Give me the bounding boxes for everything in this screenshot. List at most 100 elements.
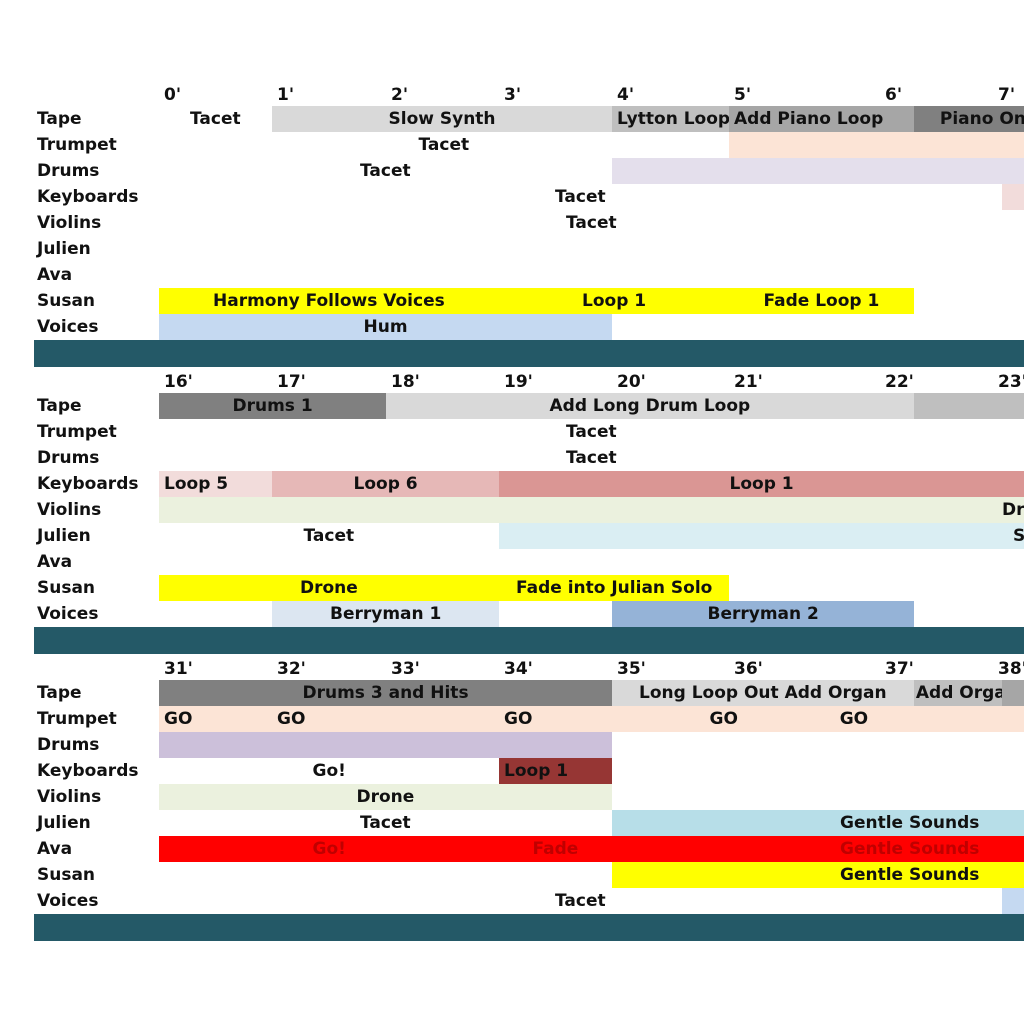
instrument-label: Violins bbox=[37, 213, 102, 233]
score-cell bbox=[612, 158, 1024, 184]
score-cell: Loop 1 bbox=[499, 471, 1024, 497]
cell-text: Gentle Sounds bbox=[840, 865, 980, 885]
cell-text: Drums 3 and Hits bbox=[302, 683, 469, 703]
instrument-label: Voices bbox=[37, 604, 99, 624]
instrument-label: Drums bbox=[37, 448, 100, 468]
score-cell: Tacet bbox=[159, 184, 1003, 210]
section-divider bbox=[34, 627, 1024, 654]
score-cell: Tacet bbox=[159, 523, 499, 549]
time-marker: 3' bbox=[504, 85, 522, 105]
score-cell: Go! bbox=[159, 758, 499, 784]
time-marker: 19' bbox=[504, 372, 533, 392]
cell-text: Loop 1 bbox=[504, 761, 569, 781]
score-cell bbox=[159, 732, 612, 758]
instrument-label: Julien bbox=[37, 813, 91, 833]
cell-text: Lytton Loop bbox=[617, 109, 729, 129]
time-marker: 37' bbox=[885, 659, 914, 679]
score-cell: Add Organs bbox=[913, 680, 1003, 706]
cell-text: Slow Synth bbox=[388, 109, 496, 129]
time-marker: 16' bbox=[164, 372, 193, 392]
score-cell: Loop 1 bbox=[499, 288, 729, 314]
cell-text: Tacet bbox=[555, 187, 606, 207]
score-cell bbox=[729, 132, 1024, 158]
score-cell: Piano On bbox=[913, 106, 1024, 132]
time-marker: 22' bbox=[885, 372, 914, 392]
instrument-label: Drums bbox=[37, 161, 100, 181]
cell-text: Loop 6 bbox=[353, 474, 418, 494]
score-cell: Dr bbox=[159, 497, 1024, 523]
cell-text: Gentle Sounds bbox=[840, 813, 980, 833]
score-cell: Tacet bbox=[159, 810, 612, 836]
score-cell: Add Long Drum Loop bbox=[386, 393, 914, 419]
cell-text: Loop 1 bbox=[729, 474, 794, 494]
cell-text: Berryman 1 bbox=[330, 604, 442, 624]
cell-text: Tacet bbox=[190, 109, 241, 129]
cell-text: Drums 1 bbox=[232, 396, 313, 416]
score-cell bbox=[913, 393, 1024, 419]
instrument-label: Keyboards bbox=[37, 761, 139, 781]
score-cell: GO bbox=[834, 706, 1024, 732]
score-cell: Slow Synth bbox=[272, 106, 612, 132]
cell-text: Tacet bbox=[360, 161, 411, 181]
cell-text: Fade Loop 1 bbox=[763, 291, 880, 311]
time-marker: 2' bbox=[391, 85, 409, 105]
cell-text: GO bbox=[839, 709, 869, 729]
time-marker: 31' bbox=[164, 659, 193, 679]
cell-text: Tacet bbox=[360, 813, 411, 833]
time-marker: 21' bbox=[734, 372, 763, 392]
score-cell: Go! bbox=[159, 836, 499, 862]
score-cell: GO bbox=[499, 706, 612, 732]
time-marker: 17' bbox=[277, 372, 306, 392]
score-cell: Berryman 2 bbox=[612, 601, 914, 627]
instrument-label: Tape bbox=[37, 683, 82, 703]
score-cell: Fade bbox=[499, 836, 612, 862]
cell-text: Hum bbox=[363, 317, 408, 337]
time-marker: 33' bbox=[391, 659, 420, 679]
score-cell: Loop 6 bbox=[272, 471, 499, 497]
cell-text: Berryman 2 bbox=[707, 604, 819, 624]
cell-text: Add Organs bbox=[915, 683, 1003, 703]
score-cell bbox=[1002, 680, 1024, 706]
score-cell: Tacet bbox=[159, 419, 1024, 445]
score-cell: Loop 1 bbox=[499, 758, 612, 784]
score-cell: Hum bbox=[159, 314, 612, 340]
cell-text: Fade into Julian Solo bbox=[516, 578, 713, 598]
cell-text: Tacet bbox=[555, 891, 606, 911]
time-marker: 7' bbox=[998, 85, 1016, 105]
cell-text: Tacet bbox=[566, 448, 617, 468]
time-marker: 6' bbox=[885, 85, 903, 105]
score-cell: GO bbox=[159, 706, 272, 732]
cell-text: Tacet bbox=[303, 526, 355, 546]
instrument-label: Tape bbox=[37, 396, 82, 416]
cell-text: Tacet bbox=[418, 135, 470, 155]
cell-text: Gentle Sounds bbox=[840, 839, 980, 859]
time-marker: 4' bbox=[617, 85, 635, 105]
score-cell: Drone bbox=[159, 575, 499, 601]
cell-text: Dr bbox=[1002, 500, 1024, 520]
instrument-label: Violins bbox=[37, 787, 102, 807]
instrument-label: Trumpet bbox=[37, 135, 117, 155]
instrument-label: Julien bbox=[37, 239, 91, 259]
cell-text: Fade bbox=[532, 839, 579, 859]
score-cell: Long Loop Out Add Organ bbox=[612, 680, 914, 706]
instrument-label: Trumpet bbox=[37, 709, 117, 729]
instrument-label: Keyboards bbox=[37, 474, 139, 494]
instrument-label: Voices bbox=[37, 317, 99, 337]
score-cell: Gentle Sounds bbox=[612, 836, 1024, 862]
cell-text: Go! bbox=[312, 839, 346, 859]
cell-text: GO bbox=[164, 709, 193, 729]
cell-text: Loop 1 bbox=[582, 291, 647, 311]
instrument-label: Drums bbox=[37, 735, 100, 755]
score-cell: Tacet bbox=[159, 106, 272, 132]
instrument-label: Susan bbox=[37, 865, 96, 885]
time-marker: 20' bbox=[617, 372, 646, 392]
instrument-label: Julien bbox=[37, 526, 91, 546]
score-cell: Gentle Sounds bbox=[612, 810, 1024, 836]
score-cell: Drums 3 and Hits bbox=[159, 680, 612, 706]
instrument-label: Voices bbox=[37, 891, 99, 911]
score-cell: GO bbox=[272, 706, 499, 732]
score-cell: Tacet bbox=[159, 158, 612, 184]
score-cell: Tacet bbox=[159, 132, 729, 158]
section-divider bbox=[34, 340, 1024, 367]
time-marker: 0' bbox=[164, 85, 182, 105]
